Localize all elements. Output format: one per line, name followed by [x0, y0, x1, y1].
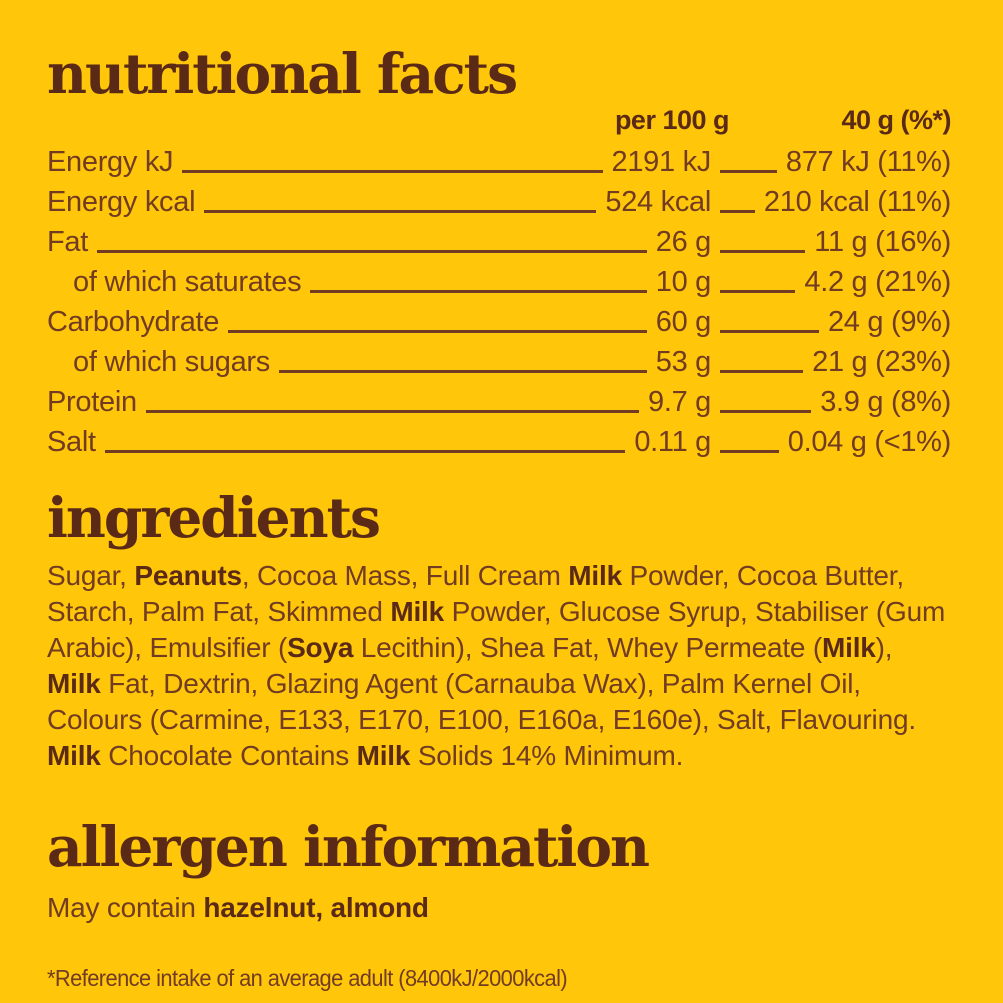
- nutrient-label: Fat: [47, 226, 88, 259]
- per-100g-value: 26 g: [655, 226, 712, 259]
- table-row-right: 24 g (9%): [711, 306, 951, 339]
- table-row-right: 877 kJ (11%): [711, 146, 951, 179]
- nutrient-label: Protein: [47, 386, 137, 419]
- per-100g-value: 53 g: [655, 346, 712, 379]
- bold-text-segment: Milk: [568, 559, 622, 591]
- per-40g-value: 11 g (16%): [814, 226, 951, 259]
- per-100g-value: 2191 kJ: [611, 146, 712, 179]
- ingredients-section: ingredients Sugar, Peanuts, Cocoa Mass, …: [47, 484, 951, 774]
- table-row-right: 210 kcal (11%): [711, 186, 951, 219]
- leader-line: [720, 250, 806, 254]
- table-row: Carbohydrate 60 g 24 g (9%): [47, 303, 951, 343]
- bold-text-segment: Milk: [47, 739, 101, 771]
- per-100g-value: 9.7 g: [648, 386, 711, 419]
- bold-text-segment: Milk: [47, 667, 101, 699]
- bold-text-segment: Peanuts: [134, 559, 242, 591]
- bold-text-segment: Milk: [356, 739, 411, 771]
- leader-line: [104, 450, 626, 454]
- nutrition-table: Energy kJ 2191 kJ 877 kJ (11%) Energy kc…: [47, 143, 951, 463]
- leader-line: [720, 370, 804, 374]
- per-40g-header: 40 g (%*): [841, 104, 951, 135]
- bold-text-segment: hazelnut, almond: [203, 892, 429, 924]
- allergen-information-title: allergen information: [47, 813, 650, 879]
- table-row: of which sugars 53 g 21 g (23%): [47, 343, 951, 383]
- leader-line: [720, 330, 819, 334]
- per-40g-value: 21 g (23%): [812, 346, 951, 379]
- nutrient-label: Energy kcal: [47, 186, 196, 219]
- nutrient-label: of which sugars: [73, 346, 270, 379]
- leader-line: [204, 210, 597, 214]
- per-40g-value: 877 kJ (11%): [785, 146, 951, 179]
- table-row-left: Carbohydrate 60 g: [47, 306, 711, 339]
- text-segment: Solids 14% Minimum.: [410, 739, 684, 771]
- leader-line: [720, 170, 777, 174]
- table-row-right: 0.04 g (<1%): [711, 426, 951, 459]
- table-row-left: of which sugars 53 g: [47, 346, 711, 379]
- reference-intake-footnote: *Reference intake of an average adult (8…: [47, 965, 568, 992]
- leader-line: [720, 450, 779, 454]
- nutrient-label: of which saturates: [73, 266, 302, 299]
- table-row-left: Protein 9.7 g: [47, 386, 711, 419]
- per-100g-value: 0.11 g: [634, 426, 711, 459]
- table-row-right: 4.2 g (21%): [711, 266, 951, 299]
- allergen-section: allergen information May contain hazelnu…: [47, 813, 951, 926]
- per-40g-value: 4.2 g (21%): [804, 266, 951, 299]
- table-row-right: 3.9 g (8%): [711, 386, 951, 419]
- leader-line: [228, 330, 647, 334]
- nutrient-label: Salt: [47, 426, 96, 459]
- per-40g-value: 24 g (9%): [827, 306, 951, 339]
- bold-text-segment: Soya: [287, 631, 354, 663]
- per-40g-value: 210 kcal (11%): [763, 186, 951, 219]
- text-segment: Sugar,: [47, 559, 135, 591]
- per-40g-value: 0.04 g (<1%): [787, 426, 952, 459]
- text-segment: , Cocoa Mass, Full Cream: [241, 559, 569, 591]
- table-row: Fat 26 g 11 g (16%): [47, 223, 951, 263]
- table-row: of which saturates 10 g 4.2 g (21%): [47, 263, 951, 303]
- ingredients-text: Sugar, Peanuts, Cocoa Mass, Full Cream M…: [47, 558, 951, 774]
- leader-line: [279, 370, 647, 374]
- table-row-right: 11 g (16%): [711, 226, 951, 259]
- per-100g-value: 60 g: [655, 306, 712, 339]
- leader-line: [720, 290, 796, 294]
- table-row-right: 21 g (23%): [711, 346, 951, 379]
- text-segment: Fat, Dextrin, Glazing Agent (Carnauba Wa…: [47, 667, 916, 735]
- text-segment: Powder, Glucose Syrup, Stabiliser (Gum A…: [47, 595, 946, 663]
- text-segment: ),: [875, 631, 893, 663]
- table-row: Energy kcal 524 kcal 210 kcal (11%): [47, 183, 951, 223]
- leader-line: [310, 290, 647, 294]
- leader-line: [145, 410, 639, 414]
- leader-line: [182, 170, 603, 174]
- allergen-may-contain-text: May contain hazelnut, almond: [47, 891, 951, 925]
- per-100g-value: 524 kcal: [605, 186, 711, 219]
- bold-text-segment: Milk: [390, 595, 444, 627]
- table-row-left: of which saturates 10 g: [47, 266, 711, 299]
- text-segment: Lecithin), Shea Fat, Whey Permeate (: [353, 631, 822, 663]
- nutrition-facts-section: nutritional facts per 100 g 40 g (%*) En…: [47, 41, 952, 463]
- table-column-headers: per 100 g 40 g (%*): [47, 104, 952, 135]
- table-row-left: Fat 26 g: [47, 226, 711, 259]
- leader-line: [720, 210, 755, 214]
- nutrient-label: Carbohydrate: [47, 306, 220, 339]
- bold-text-segment: Milk: [822, 631, 876, 663]
- table-row-left: Salt 0.11 g: [47, 426, 711, 459]
- leader-line: [720, 410, 812, 414]
- text-segment: Powder, Cocoa Butter, Starch, Palm Fat, …: [47, 559, 904, 627]
- text-segment: Chocolate Contains: [100, 739, 357, 771]
- table-row: Energy kJ 2191 kJ 877 kJ (11%): [47, 143, 951, 183]
- nutrient-label: Energy kJ: [47, 146, 174, 179]
- per-100g-value: 10 g: [655, 266, 712, 299]
- per-40g-value: 3.9 g (8%): [820, 386, 951, 419]
- leader-line: [97, 250, 647, 254]
- table-row-left: Energy kcal 524 kcal: [47, 186, 711, 219]
- per-100g-header: per 100 g: [614, 104, 730, 135]
- table-row-left: Energy kJ 2191 kJ: [47, 146, 711, 179]
- table-row: Protein 9.7 g 3.9 g (8%): [47, 383, 951, 423]
- text-segment: May contain: [47, 892, 204, 924]
- ingredients-title: ingredients: [47, 484, 381, 550]
- nutrition-facts-title: nutritional facts: [47, 41, 518, 106]
- table-row: Salt 0.11 g 0.04 g (<1%): [47, 423, 951, 463]
- per-100g-header-cell: per 100 g: [47, 105, 730, 135]
